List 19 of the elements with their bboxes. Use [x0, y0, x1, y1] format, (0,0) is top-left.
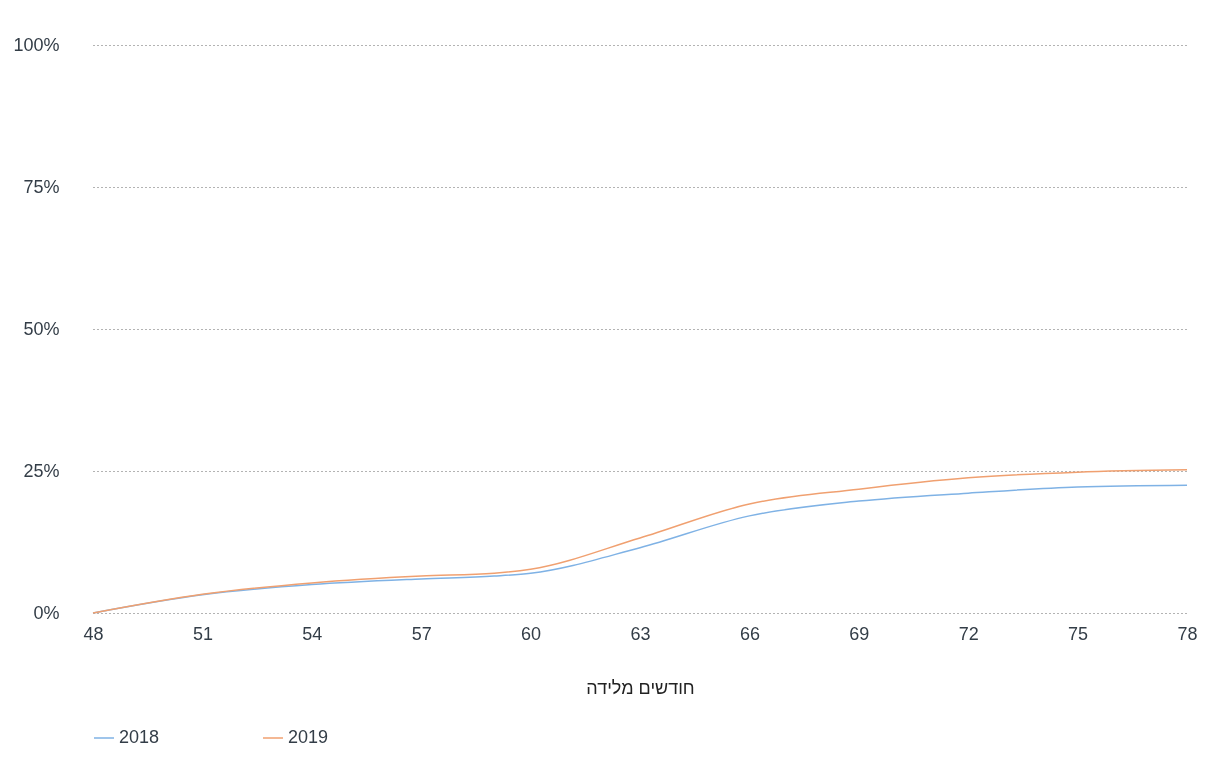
x-tick-label: 78	[1177, 623, 1198, 644]
y-tick-label: 100%	[13, 34, 60, 55]
y-tick-label: 75%	[23, 176, 60, 197]
y-tick-label: 0%	[33, 602, 60, 623]
x-axis-title: חודשים מלידה	[586, 677, 695, 698]
x-tick-label: 63	[630, 623, 651, 644]
x-tick-label: 75	[1068, 623, 1089, 644]
legend-label: 2018	[119, 727, 160, 747]
x-tick-label: 69	[849, 623, 870, 644]
y-tick-label: 50%	[23, 318, 60, 339]
y-tick-label: 25%	[23, 460, 60, 481]
x-tick-label: 60	[521, 623, 542, 644]
x-tick-label: 48	[83, 623, 104, 644]
legend-label: 2019	[288, 727, 329, 747]
x-tick-label: 51	[192, 623, 213, 644]
x-tick-label: 54	[302, 623, 323, 644]
x-tick-label: 57	[411, 623, 432, 644]
x-tick-label: 66	[739, 623, 760, 644]
x-tick-label: 72	[958, 623, 979, 644]
